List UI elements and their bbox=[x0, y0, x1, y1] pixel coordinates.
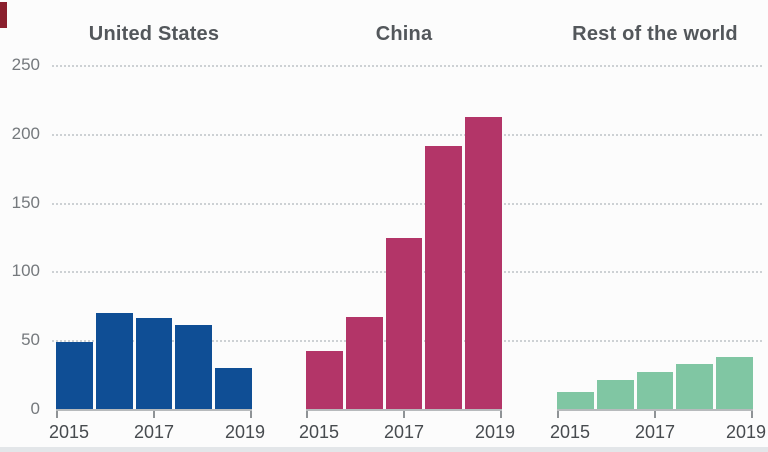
bar-2017 bbox=[636, 372, 674, 409]
bar-2016 bbox=[596, 380, 634, 409]
bar-2016 bbox=[95, 313, 133, 409]
x-axis-label: 2019 bbox=[224, 422, 266, 442]
x-axis-tick bbox=[500, 411, 502, 418]
y-axis-label: 50 bbox=[21, 330, 40, 349]
panel-rest-of-the-world: Rest of the world 2015 2017 2019 bbox=[550, 0, 766, 452]
panel-title: China bbox=[375, 23, 433, 45]
x-axis-tick bbox=[153, 411, 155, 418]
panel-title: United States bbox=[88, 23, 220, 45]
x-axis-labels: 2015 2017 2019 bbox=[550, 422, 766, 444]
brand-tab bbox=[0, 2, 7, 28]
x-axis-labels: 2015 2017 2019 bbox=[299, 422, 515, 444]
x-axis-tick bbox=[56, 411, 58, 418]
bar-2018 bbox=[425, 146, 463, 409]
y-axis-label: 150 bbox=[11, 193, 40, 212]
x-axis-label: 2019 bbox=[725, 422, 767, 442]
panel-title: Rest of the world bbox=[572, 23, 738, 45]
bar-group bbox=[56, 65, 252, 409]
bottom-edge-band bbox=[0, 447, 768, 452]
bar-2015 bbox=[557, 392, 594, 409]
x-axis-label: 2017 bbox=[133, 422, 175, 442]
y-axis-label: 100 bbox=[11, 261, 40, 280]
bar-group bbox=[557, 65, 753, 409]
x-axis-tick bbox=[306, 411, 308, 418]
bar-group bbox=[306, 65, 502, 409]
panel-china: China 2015 2017 2019 bbox=[299, 0, 515, 452]
x-axis-label: 2019 bbox=[474, 422, 516, 442]
bar-2017 bbox=[385, 238, 423, 409]
x-axis-label: 2015 bbox=[298, 422, 340, 442]
bar-2015 bbox=[306, 351, 343, 409]
bar-2015 bbox=[56, 342, 93, 409]
x-axis-line bbox=[306, 409, 502, 418]
x-axis-label: 2017 bbox=[383, 422, 425, 442]
x-axis-label: 2015 bbox=[549, 422, 591, 442]
bar-2016 bbox=[345, 317, 383, 409]
x-axis-tick bbox=[557, 411, 559, 418]
x-axis-line bbox=[557, 409, 753, 418]
bar-2019 bbox=[716, 357, 753, 409]
panel-united-states: United States 2015 2017 2019 bbox=[49, 0, 265, 452]
x-axis-label: 2017 bbox=[634, 422, 676, 442]
x-axis-tick bbox=[250, 411, 252, 418]
bar-2019 bbox=[465, 117, 502, 409]
y-axis-label: 250 bbox=[11, 55, 40, 74]
x-axis-label: 2015 bbox=[48, 422, 90, 442]
x-axis-tick bbox=[751, 411, 753, 418]
x-axis-labels: 2015 2017 2019 bbox=[49, 422, 265, 444]
y-axis-label: 200 bbox=[11, 124, 40, 143]
bar-2018 bbox=[175, 325, 213, 409]
y-axis: 250 200 150 100 50 0 bbox=[0, 0, 40, 452]
bar-2019 bbox=[215, 368, 252, 409]
x-axis-tick bbox=[403, 411, 405, 418]
bar-2018 bbox=[676, 364, 714, 409]
y-axis-label: 0 bbox=[30, 399, 40, 418]
x-axis-line bbox=[56, 409, 252, 418]
bar-2017 bbox=[135, 318, 173, 409]
x-axis-tick bbox=[654, 411, 656, 418]
